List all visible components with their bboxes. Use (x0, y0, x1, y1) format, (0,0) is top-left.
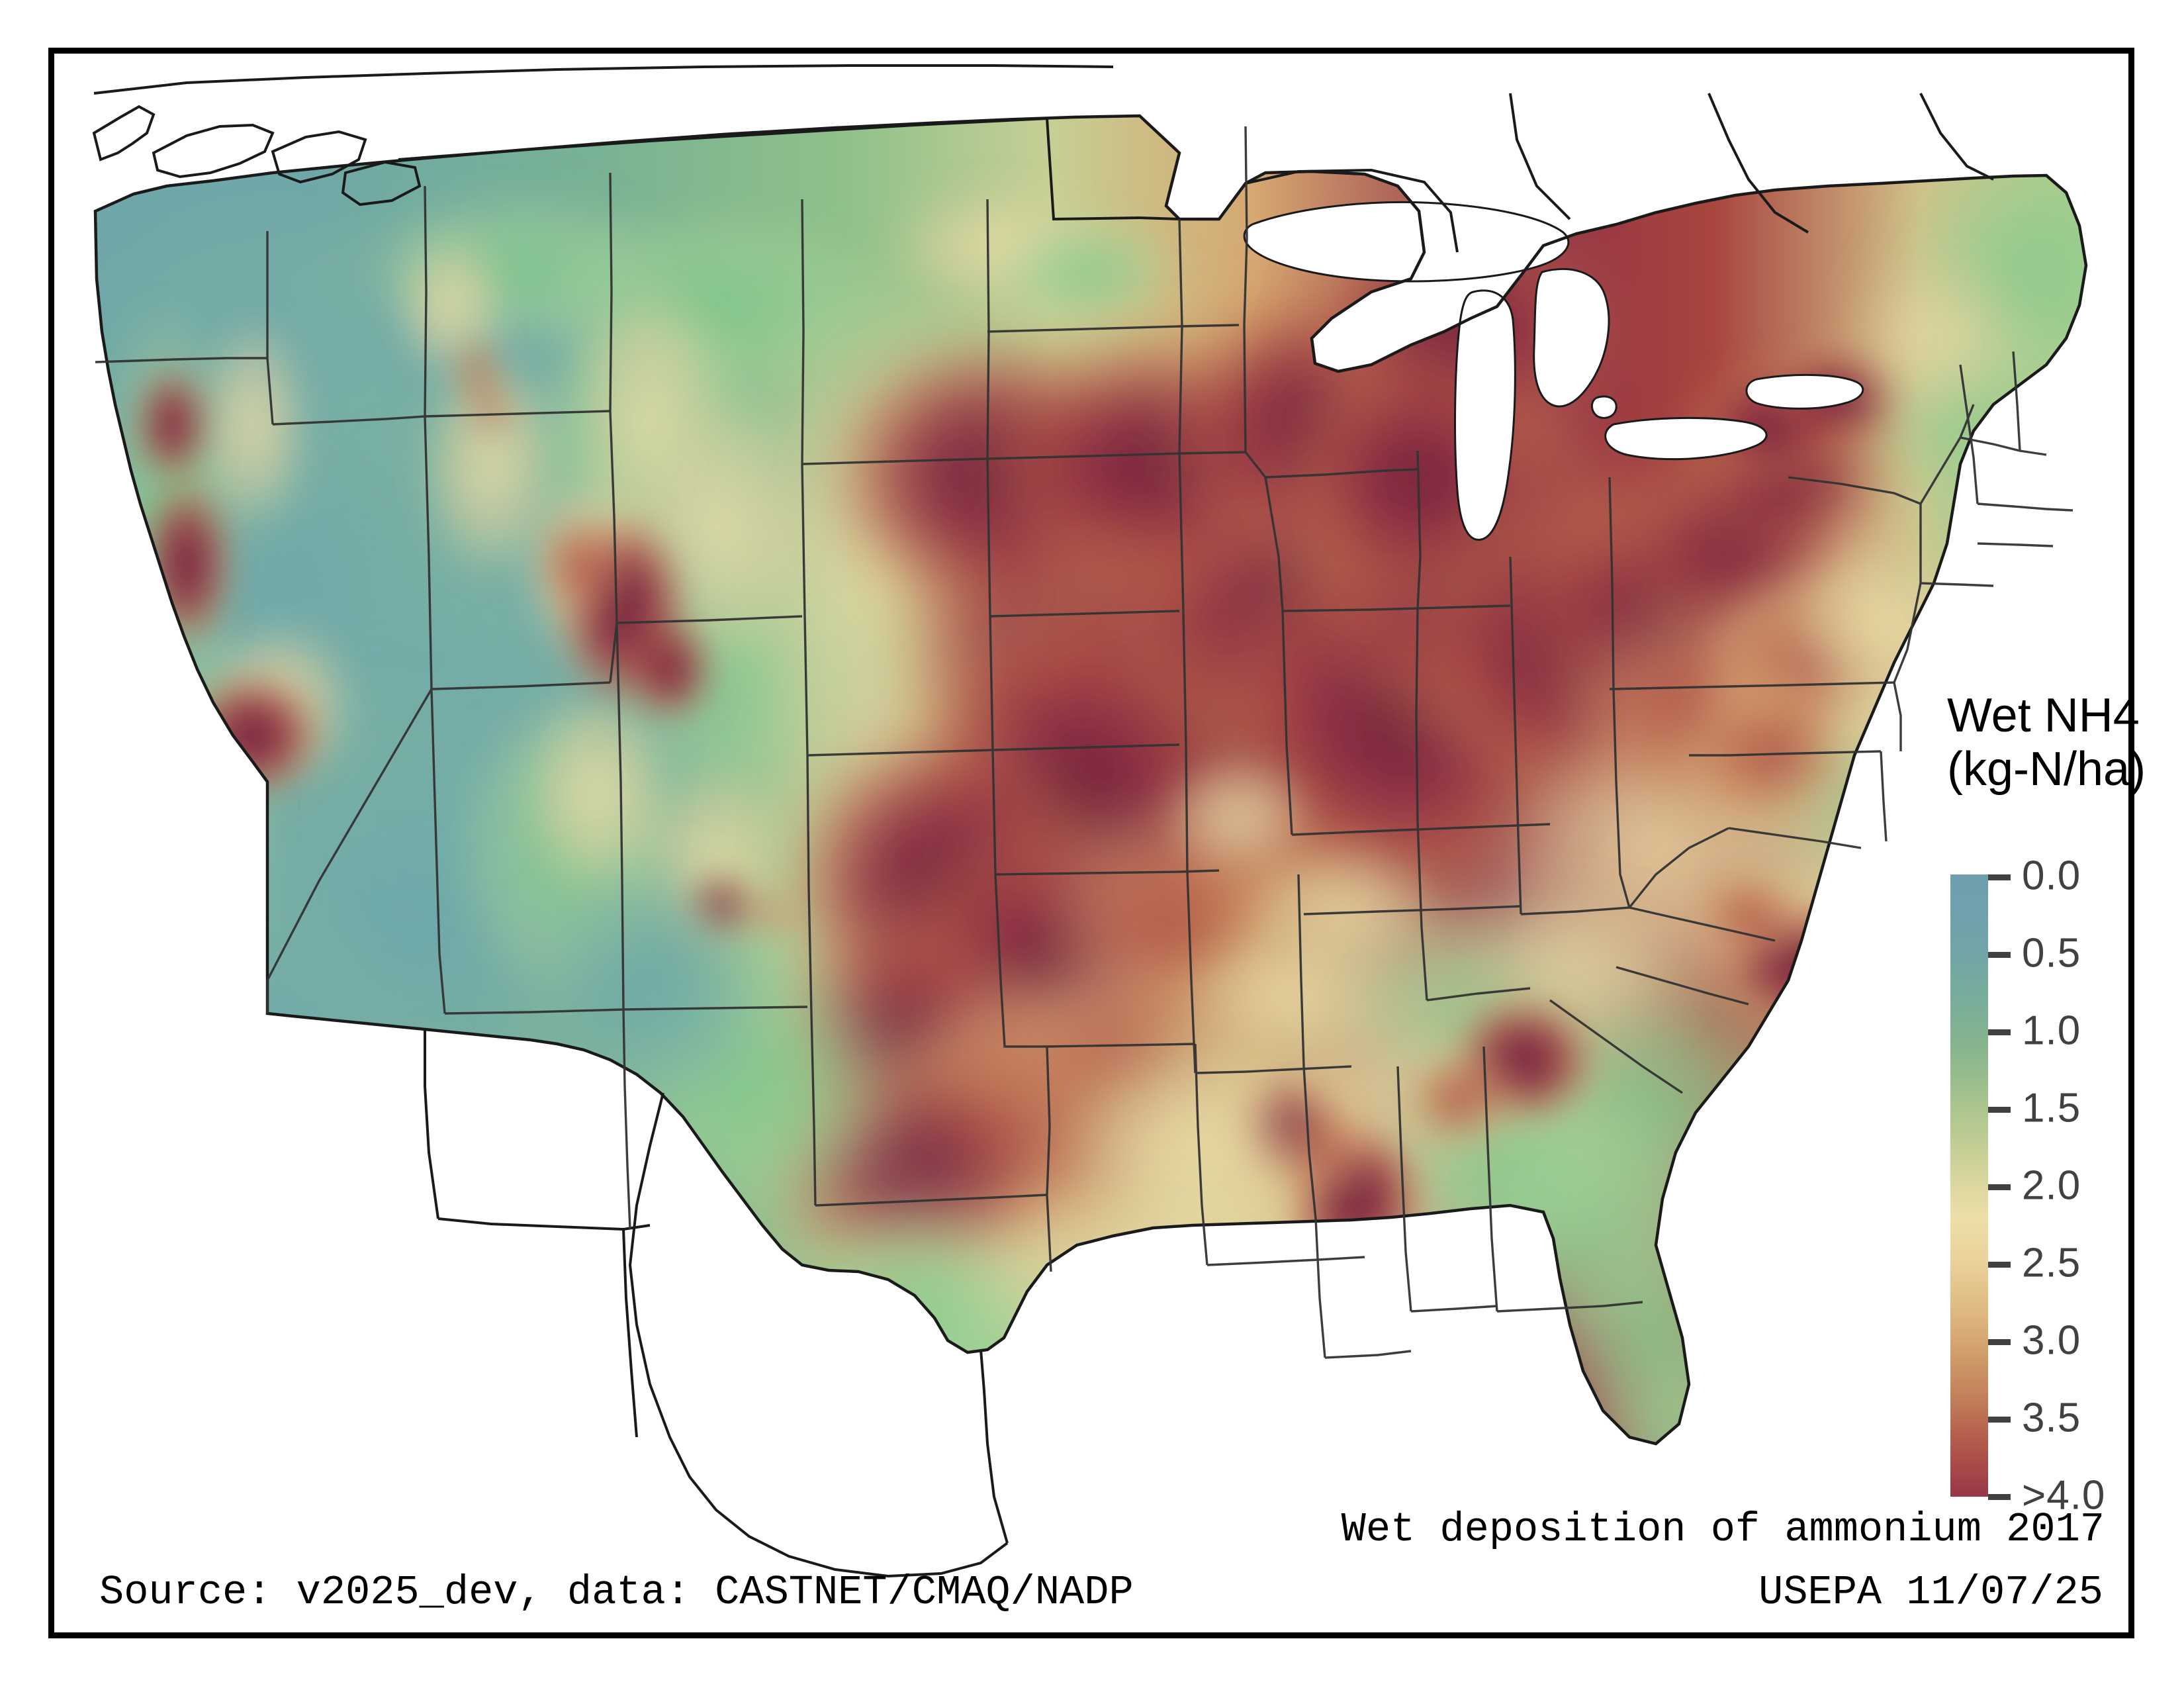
colorbar-tick-8 (1988, 1494, 2011, 1500)
colorbar-tick-2 (1988, 1029, 2011, 1035)
colorbar-tick-label-0: 0.0 (2022, 853, 2081, 899)
colorbar-tick-label-2: 1.0 (2022, 1008, 2081, 1054)
colorbar-tick-1 (1988, 952, 2011, 958)
deposition-map (92, 64, 2088, 1578)
deposition-raster (95, 116, 2086, 1444)
colorbar-tick-4 (1988, 1184, 2011, 1190)
colorbar-tick-7 (1988, 1417, 2011, 1423)
colorbar-tick-5 (1988, 1262, 2011, 1268)
colorbar-gradient (1950, 874, 1988, 1497)
colorbar-tick-label-6: 3.0 (2022, 1317, 2081, 1364)
national-outline (93, 114, 2088, 1446)
source-caption: Source: v2025_dev, data: CASTNET/CMAQ/NA… (99, 1569, 1134, 1616)
colorbar-tick-label-4: 2.0 (2022, 1162, 2081, 1209)
colorbar-wrap: 0.0 0.5 1.0 1.5 2.0 2.5 3.0 3.5 >4.0 (1950, 853, 2175, 1519)
colorbar-tick-label-3: 1.5 (2022, 1085, 2081, 1131)
colorbar-tick-3 (1988, 1107, 2011, 1113)
colorbar-tick-6 (1988, 1339, 2011, 1345)
colorbar-legend: Wet NH4 (kg-N/ha) 0.0 0.5 1.0 1.5 2.0 2.… (1894, 689, 2179, 1523)
agency-date-caption: USEPA 11/07/25 (1758, 1569, 2103, 1616)
neighbor-country-outlines (92, 64, 1994, 1578)
legend-title: Wet NH4 (kg-N/ha) (1947, 689, 2146, 796)
colorbar-tick-0 (1988, 874, 2011, 880)
map-subtitle: Wet deposition of ammonium 2017 (1341, 1506, 2105, 1553)
colorbar-tick-label-1: 0.5 (2022, 930, 2081, 976)
map-canvas: Wet NH4 (kg-N/ha) 0.0 0.5 1.0 1.5 2.0 2.… (54, 54, 2146, 1632)
colorbar-tick-label-7: 3.5 (2022, 1395, 2081, 1441)
colorbar-tick-label-5: 2.5 (2022, 1240, 2081, 1286)
state-boundaries (95, 126, 2073, 1359)
great-lakes (1243, 201, 1864, 541)
colorbar-tick-label-8: >4.0 (2022, 1472, 2106, 1519)
